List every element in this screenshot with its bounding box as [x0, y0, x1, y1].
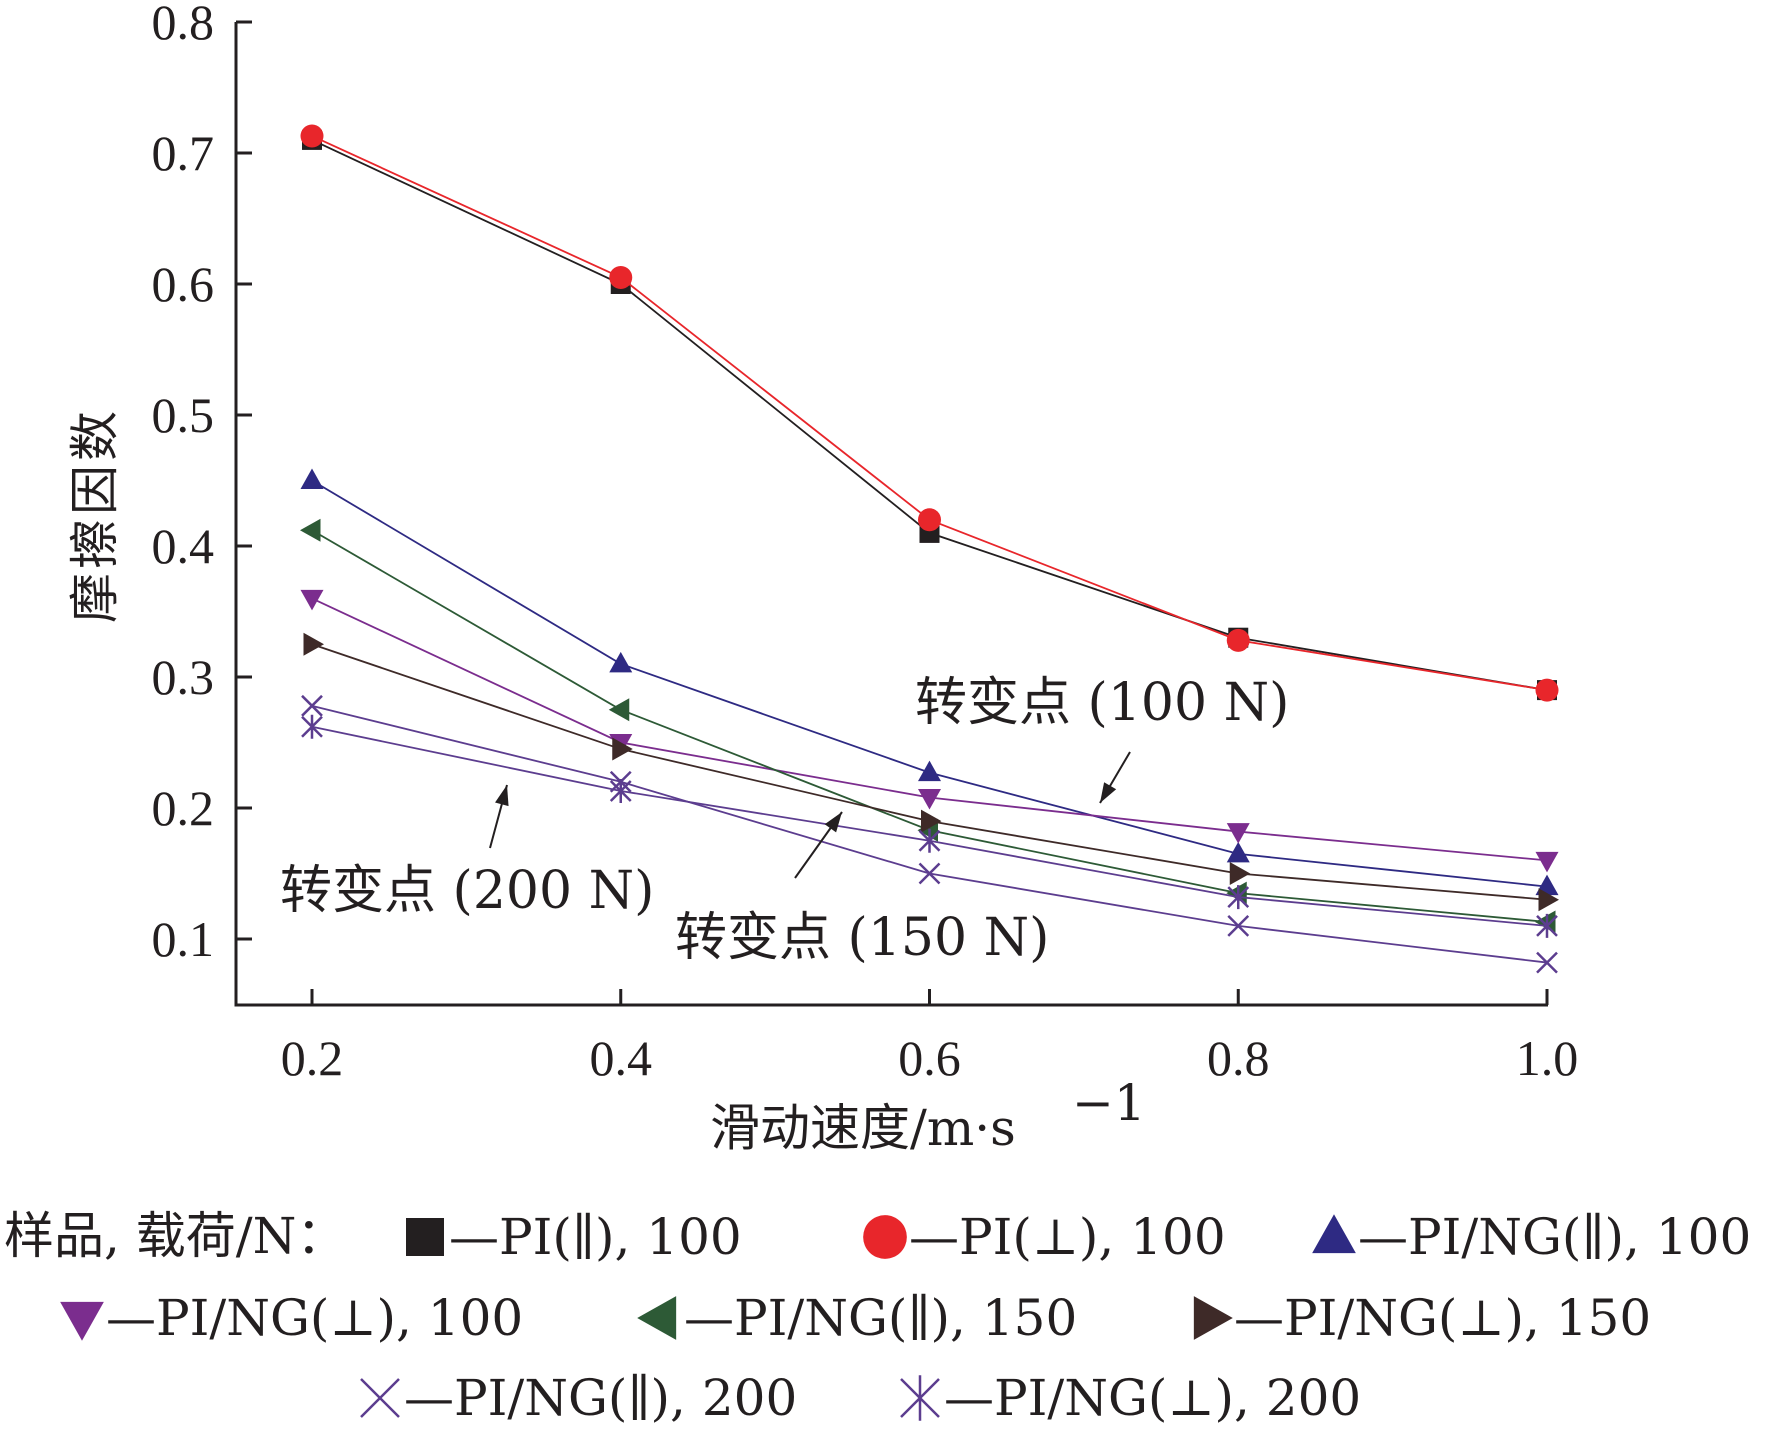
data-point [609, 265, 633, 289]
legend-marker [1312, 1214, 1356, 1254]
data-point [1536, 951, 1558, 974]
data-point [918, 789, 941, 810]
series-7 [301, 694, 1558, 974]
legend-marker [863, 1215, 907, 1259]
legend-label: —PI/NG(∥), 200 [404, 1369, 797, 1427]
legend-label: —PI/NG(⊥), 200 [944, 1369, 1361, 1427]
series-8 [301, 714, 1558, 938]
legend-item: —PI(⊥), 100 [863, 1208, 1226, 1266]
data-point [918, 508, 941, 532]
series-line [311, 135, 1548, 691]
legend-item: —PI/NG(⊥), 150 [1193, 1289, 1651, 1347]
y-tick-label: 0.3 [152, 649, 215, 705]
series-line [311, 139, 1548, 691]
data-point [609, 651, 633, 673]
data-point [301, 694, 323, 717]
x-axis-title: 滑动速度/m·s [710, 1099, 1016, 1157]
y-tick-label: 0.5 [152, 387, 215, 443]
legend-marker [60, 1301, 104, 1341]
y-axis-title: 摩擦因数 [66, 407, 124, 623]
series-1 [302, 129, 1557, 701]
y-tick-label: 0.8 [152, 0, 215, 50]
arrow-head [1100, 782, 1117, 803]
x-axis-title-superscript: −1 [1072, 1074, 1146, 1132]
series-layer [300, 124, 1559, 974]
data-point [918, 828, 941, 853]
data-point [918, 862, 941, 885]
annotations: 转变点 (100 N) 转变点 (150 N) 转变点 (200 N) [280, 673, 1289, 968]
data-point [1535, 678, 1559, 702]
y-tick-label: 0.6 [152, 256, 215, 312]
legend-item: —PI/NG(⊥), 200 [900, 1369, 1361, 1427]
annotation-label: 转变点 (100 N) [915, 673, 1289, 733]
annotation-label: 转变点 (200 N) [280, 861, 654, 921]
data-point [303, 632, 324, 656]
data-point [300, 124, 324, 148]
series-6 [303, 632, 1559, 912]
legend-marker [900, 1375, 940, 1421]
x-tick-label: 0.4 [590, 1030, 653, 1086]
y-tick-label: 0.2 [152, 780, 215, 836]
legend-marker [360, 1378, 400, 1418]
annotation-label: 转变点 (150 N) [675, 908, 1049, 968]
y-tick-label: 0.7 [152, 125, 215, 181]
axes: 0.1 0.2 0.3 0.4 0.5 0.6 0.7 0.8 0.2 0.4 0.6 0.8 1.0 滑… [66, 0, 1578, 1157]
x-tick-label: 0.2 [281, 1030, 344, 1086]
data-point [1227, 915, 1250, 937]
legend-marker [406, 1218, 444, 1256]
data-point [608, 698, 630, 722]
legend-label: —PI(∥), 100 [449, 1208, 742, 1266]
legend-item: —PI/NG(∥), 200 [360, 1369, 797, 1427]
data-point [300, 589, 324, 611]
annotation-arrow [489, 784, 509, 849]
data-point [1538, 888, 1559, 912]
arrow-head [824, 812, 842, 833]
legend-label: —PI(⊥), 100 [909, 1208, 1226, 1266]
data-point [609, 778, 632, 803]
legend-item: —PI/NG(∥), 150 [637, 1289, 1077, 1347]
data-point [301, 714, 323, 739]
x-tick-label: 0.8 [1207, 1030, 1270, 1086]
data-point [1535, 851, 1559, 873]
legend-marker [637, 1296, 677, 1340]
data-point [1226, 841, 1250, 863]
data-point [918, 760, 941, 782]
legend-item: —PI(∥), 100 [406, 1208, 742, 1266]
legend-label: —PI/NG(⊥), 100 [106, 1289, 523, 1347]
series-4 [300, 589, 1559, 873]
x-tick-label: 1.0 [1516, 1030, 1579, 1086]
data-point [1226, 628, 1250, 652]
annotation-arrow [794, 811, 843, 879]
data-point [300, 468, 324, 489]
data-point [921, 809, 942, 833]
y-tick-label: 0.1 [152, 911, 215, 967]
legend-marker [1193, 1296, 1233, 1340]
data-point [612, 737, 633, 761]
data-point [300, 518, 321, 542]
legend-label: —PI/NG(⊥), 150 [1234, 1289, 1651, 1347]
x-tick-label: 0.6 [898, 1030, 961, 1086]
legend-item: —PI/NG(∥), 100 [1312, 1208, 1751, 1266]
y-tick-label: 0.4 [152, 518, 215, 574]
legend-label: —PI/NG(∥), 100 [1358, 1208, 1751, 1266]
data-point [1227, 885, 1250, 910]
legend-label: —PI/NG(∥), 150 [684, 1289, 1077, 1347]
series-2 [300, 124, 1559, 702]
data-point [1229, 862, 1251, 885]
legend-item: —PI/NG(⊥), 100 [60, 1289, 523, 1347]
data-point [1536, 913, 1558, 938]
annotation-arrow [1099, 751, 1131, 804]
legend-title: 样品, 载荷/N： [4, 1207, 346, 1265]
data-point [1226, 823, 1250, 844]
arrow-head [495, 785, 509, 807]
legend: 样品, 载荷/N： —PI(∥), 100 —PI(⊥), 100 —PI/NG(∥)… [4, 1207, 1751, 1427]
